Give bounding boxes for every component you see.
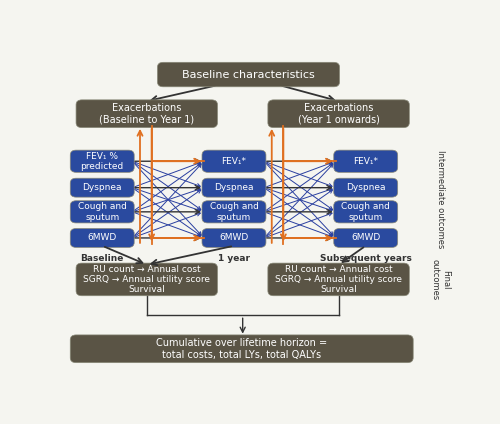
Text: RU count → Annual cost
SGRQ → Annual utility score
Survival: RU count → Annual cost SGRQ → Annual uti… xyxy=(275,265,402,294)
Text: Dyspnea: Dyspnea xyxy=(346,183,386,192)
Text: Intermediate outcomes: Intermediate outcomes xyxy=(436,150,445,248)
FancyBboxPatch shape xyxy=(334,150,398,172)
FancyBboxPatch shape xyxy=(202,229,266,248)
FancyBboxPatch shape xyxy=(70,335,413,363)
FancyBboxPatch shape xyxy=(202,201,266,223)
FancyBboxPatch shape xyxy=(76,100,218,128)
Text: 6MWD: 6MWD xyxy=(88,234,117,243)
Text: Dyspnea: Dyspnea xyxy=(214,183,254,192)
Text: FEV₁*: FEV₁* xyxy=(353,157,378,166)
Text: FEV₁ %
predicted: FEV₁ % predicted xyxy=(80,151,124,171)
Text: Final
outcomes: Final outcomes xyxy=(430,259,450,300)
Text: Cough and
sputum: Cough and sputum xyxy=(342,202,390,221)
Text: 6MWD: 6MWD xyxy=(351,234,380,243)
FancyBboxPatch shape xyxy=(334,201,398,223)
FancyBboxPatch shape xyxy=(268,100,410,128)
FancyBboxPatch shape xyxy=(70,150,134,172)
Text: Cough and
sputum: Cough and sputum xyxy=(78,202,126,221)
Text: Cumulative over lifetime horizon =
total costs, total LYs, total QALYs: Cumulative over lifetime horizon = total… xyxy=(156,338,328,360)
Text: FEV₁*: FEV₁* xyxy=(222,157,246,166)
FancyBboxPatch shape xyxy=(70,201,134,223)
FancyBboxPatch shape xyxy=(334,178,398,197)
Text: Exacerbations
(Year 1 onwards): Exacerbations (Year 1 onwards) xyxy=(298,103,380,125)
Text: 6MWD: 6MWD xyxy=(220,234,248,243)
FancyBboxPatch shape xyxy=(202,150,266,172)
Text: Subsequent years: Subsequent years xyxy=(320,254,412,263)
Text: Exacerbations
(Baseline to Year 1): Exacerbations (Baseline to Year 1) xyxy=(99,103,194,125)
FancyBboxPatch shape xyxy=(70,229,134,248)
FancyBboxPatch shape xyxy=(70,178,134,197)
FancyBboxPatch shape xyxy=(158,62,340,87)
Text: Dyspnea: Dyspnea xyxy=(82,183,122,192)
FancyBboxPatch shape xyxy=(334,229,398,248)
Text: RU count → Annual cost
SGRQ → Annual utility score
Survival: RU count → Annual cost SGRQ → Annual uti… xyxy=(84,265,210,294)
FancyBboxPatch shape xyxy=(268,263,410,296)
Text: Cough and
sputum: Cough and sputum xyxy=(210,202,258,221)
FancyBboxPatch shape xyxy=(202,178,266,197)
Text: Baseline: Baseline xyxy=(80,254,124,263)
Text: 1 year: 1 year xyxy=(218,254,250,263)
FancyBboxPatch shape xyxy=(76,263,218,296)
Text: Baseline characteristics: Baseline characteristics xyxy=(182,70,315,80)
